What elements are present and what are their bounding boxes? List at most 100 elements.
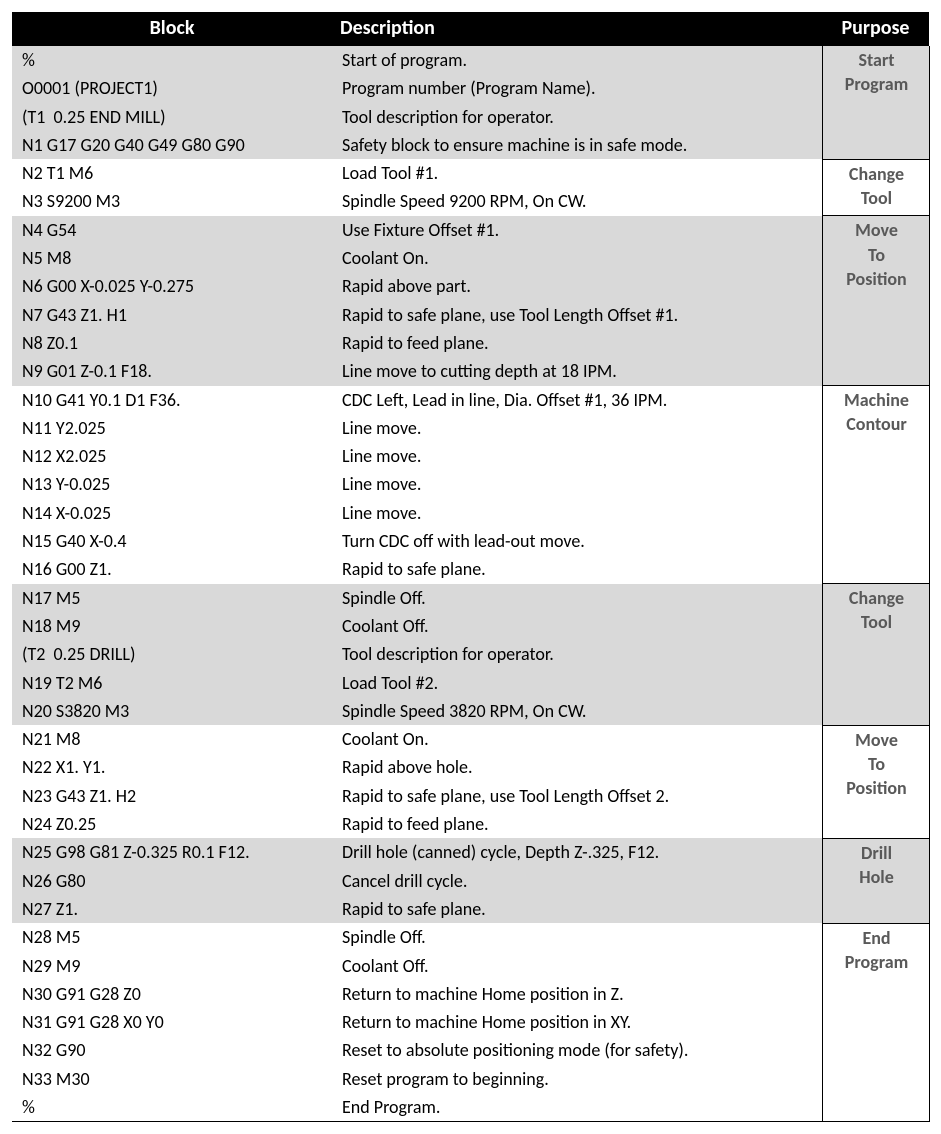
table-row: N28 M5Spindle Off.EndProgram <box>12 923 929 951</box>
purpose-line: Change <box>833 162 921 186</box>
table-row: N16 G00 Z1.Rapid to safe plane. <box>12 555 929 583</box>
table-row: N10 G41 Y0.1 D1 F36.CDC Left, Lead in li… <box>12 386 929 414</box>
table-row: N18 M9Coolant Off. <box>12 612 929 640</box>
code-block-cell: % <box>12 1093 332 1122</box>
purpose-cell: EndProgram <box>822 923 929 1122</box>
table-row: N1 G17 G20 G40 G49 G80 G90Safety block t… <box>12 131 929 159</box>
description-cell: Rapid to safe plane, use Tool Length Off… <box>332 301 822 329</box>
table-row: N12 X2.025Line move. <box>12 442 929 470</box>
table-row: O0001 (PROJECT1)Program number (Program … <box>12 74 929 102</box>
code-block-cell: (T2 0.25 DRILL) <box>12 640 332 668</box>
table-row: N4 G54Use Fixture Offset #1.MoveToPositi… <box>12 216 929 244</box>
table-row: N33 M30Reset program to beginning. <box>12 1065 929 1093</box>
code-block-cell: N25 G98 G81 Z-0.325 R0.1 F12. <box>12 838 332 866</box>
purpose-line: Hole <box>833 865 921 889</box>
code-block-cell: N12 X2.025 <box>12 442 332 470</box>
code-block-cell: N26 G80 <box>12 867 332 895</box>
table-row: N23 G43 Z1. H2Rapid to safe plane, use T… <box>12 782 929 810</box>
code-block-cell: N28 M5 <box>12 923 332 951</box>
table-row: N31 G91 G28 X0 Y0Return to machine Home … <box>12 1008 929 1036</box>
code-block-cell: N9 G01 Z-0.1 F18. <box>12 357 332 385</box>
code-block-cell: N13 Y-0.025 <box>12 470 332 498</box>
code-block-cell: N30 G91 G28 Z0 <box>12 980 332 1008</box>
description-cell: Spindle Speed 3820 RPM, On CW. <box>332 697 822 725</box>
table-row: N11 Y2.025Line move. <box>12 414 929 442</box>
description-cell: Drill hole (canned) cycle, Depth Z-.325,… <box>332 838 822 866</box>
code-block-cell: N31 G91 G28 X0 Y0 <box>12 1008 332 1036</box>
purpose-cell: MachineContour <box>822 386 929 584</box>
description-cell: Program number (Program Name). <box>332 74 822 102</box>
description-cell: Line move. <box>332 499 822 527</box>
purpose-line: Start <box>833 48 921 72</box>
table-row: N26 G80Cancel drill cycle. <box>12 867 929 895</box>
description-cell: Cancel drill cycle. <box>332 867 822 895</box>
table-row: (T1 0.25 END MILL)Tool description for o… <box>12 103 929 131</box>
table-row: N6 G00 X-0.025 Y-0.275Rapid above part. <box>12 272 929 300</box>
code-block-cell: N21 M8 <box>12 725 332 753</box>
code-block-cell: N27 Z1. <box>12 895 332 923</box>
description-cell: Use Fixture Offset #1. <box>332 216 822 244</box>
description-cell: Coolant Off. <box>332 612 822 640</box>
purpose-line: To <box>833 752 921 776</box>
description-cell: Coolant On. <box>332 244 822 272</box>
code-block-cell: N18 M9 <box>12 612 332 640</box>
purpose-line: Machine <box>833 388 921 412</box>
description-cell: Coolant Off. <box>332 952 822 980</box>
code-block-cell: N1 G17 G20 G40 G49 G80 G90 <box>12 131 332 159</box>
purpose-line: Tool <box>833 610 921 634</box>
code-block-cell: N11 Y2.025 <box>12 414 332 442</box>
table-row: N7 G43 Z1. H1Rapid to safe plane, use To… <box>12 301 929 329</box>
purpose-line: Change <box>833 586 921 610</box>
code-block-cell: N3 S9200 M3 <box>12 187 332 215</box>
code-block-cell: N8 Z0.1 <box>12 329 332 357</box>
table-row: N5 M8Coolant On. <box>12 244 929 272</box>
purpose-line: Contour <box>833 412 921 436</box>
table-row: (T2 0.25 DRILL)Tool description for oper… <box>12 640 929 668</box>
table-row: N17 M5Spindle Off.ChangeTool <box>12 584 929 612</box>
table-row: N25 G98 G81 Z-0.325 R0.1 F12.Drill hole … <box>12 838 929 866</box>
table-row: N24 Z0.25Rapid to feed plane. <box>12 810 929 838</box>
purpose-line: End <box>833 926 921 950</box>
code-block-cell: N17 M5 <box>12 584 332 612</box>
purpose-line: To <box>833 243 921 267</box>
description-cell: Start of program. <box>332 46 822 74</box>
description-cell: Safety block to ensure machine is in saf… <box>332 131 822 159</box>
code-block-cell: O0001 (PROJECT1) <box>12 74 332 102</box>
purpose-line: Tool <box>833 186 921 210</box>
purpose-line: Program <box>833 72 921 96</box>
col-header-description: Description <box>332 12 822 46</box>
code-block-cell: N19 T2 M6 <box>12 669 332 697</box>
description-cell: Load Tool #2. <box>332 669 822 697</box>
purpose-cell: ChangeTool <box>822 159 929 216</box>
description-cell: Load Tool #1. <box>332 159 822 187</box>
description-cell: Rapid to feed plane. <box>332 329 822 357</box>
table-row: N20 S3820 M3Spindle Speed 3820 RPM, On C… <box>12 697 929 725</box>
table-row: N22 X1. Y1.Rapid above hole. <box>12 753 929 781</box>
purpose-cell: DrillHole <box>822 838 929 923</box>
table-row: N9 G01 Z-0.1 F18.Line move to cutting de… <box>12 357 929 385</box>
table-row: N2 T1 M6Load Tool #1.ChangeTool <box>12 159 929 187</box>
table-row: N3 S9200 M3Spindle Speed 9200 RPM, On CW… <box>12 187 929 215</box>
purpose-line: Move <box>833 218 921 242</box>
code-block-cell: N5 M8 <box>12 244 332 272</box>
description-cell: Coolant On. <box>332 725 822 753</box>
description-cell: Rapid to feed plane. <box>332 810 822 838</box>
gcode-reference-table: Block Description Purpose %Start of prog… <box>12 12 930 1122</box>
purpose-cell: ChangeTool <box>822 584 929 725</box>
description-cell: Return to machine Home position in Z. <box>332 980 822 1008</box>
description-cell: Rapid to safe plane. <box>332 895 822 923</box>
code-block-cell: N16 G00 Z1. <box>12 555 332 583</box>
code-block-cell: N2 T1 M6 <box>12 159 332 187</box>
description-cell: Rapid to safe plane. <box>332 555 822 583</box>
description-cell: Spindle Speed 9200 RPM, On CW. <box>332 187 822 215</box>
description-cell: Rapid to safe plane, use Tool Length Off… <box>332 782 822 810</box>
code-block-cell: N22 X1. Y1. <box>12 753 332 781</box>
table-row: %Start of program.StartProgram <box>12 46 929 74</box>
code-block-cell: N14 X-0.025 <box>12 499 332 527</box>
description-cell: Line move. <box>332 470 822 498</box>
purpose-line: Position <box>833 267 921 291</box>
code-block-cell: N7 G43 Z1. H1 <box>12 301 332 329</box>
table-row: N14 X-0.025Line move. <box>12 499 929 527</box>
table-row: N21 M8Coolant On.MoveToPosition <box>12 725 929 753</box>
description-cell: Reset program to beginning. <box>332 1065 822 1093</box>
